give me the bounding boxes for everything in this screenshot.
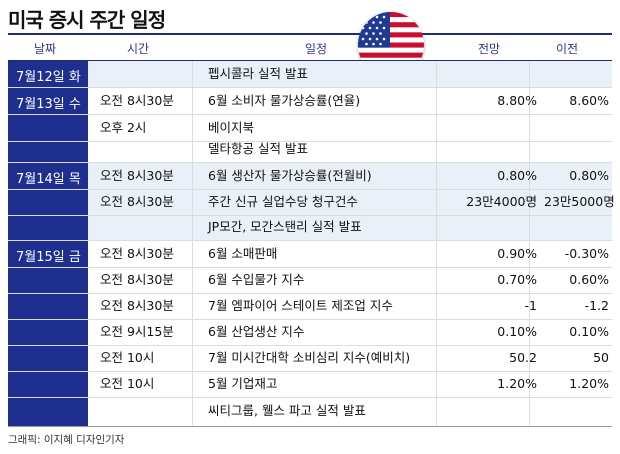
header-previous: 이전: [556, 42, 579, 56]
cell-event: 6월 소비자 물가상승률(연율): [208, 93, 361, 108]
cell-event: 펩시콜라 실적 발표: [208, 66, 308, 81]
row-shade: [88, 163, 612, 241]
cell-time: 오전 8시30분: [100, 246, 174, 261]
cell-event: 씨티그룹, 웰스 파고 실적 발표: [208, 403, 366, 418]
date-label: 7월13일 수: [16, 97, 81, 112]
table-row: 오전 8시30분 7월 엠파이어 스테이트 제조업 지수 -1 -1.2: [8, 293, 612, 320]
cell-forecast: -1: [524, 298, 537, 313]
row-shade: [88, 61, 612, 88]
cell-time: 오전 8시30분: [100, 272, 174, 287]
date-label: 7월15일 금: [16, 250, 81, 265]
cell-time: 오전 8시30분: [100, 298, 174, 313]
table-row: 오후 2시 베이지북: [8, 115, 612, 142]
cell-previous: 1.20%: [569, 376, 609, 391]
header-date: 날짜: [34, 42, 57, 56]
table-row: 오전 8시30분 6월 소매판매 0.90% -0.30%: [8, 241, 612, 268]
table-row: JP모간, 모간스탠리 실적 발표: [8, 214, 612, 241]
cell-previous: -0.30%: [564, 246, 609, 261]
column-divider: [436, 61, 437, 427]
cell-forecast: 0.90%: [497, 246, 537, 261]
table-row: 델타항공 실적 발표: [8, 136, 612, 163]
table-row: 펩시콜라 실적 발표: [8, 61, 612, 88]
date-block: 7월13일 수: [8, 88, 88, 163]
table-row: 오전 8시30분 주간 신규 실업수당 청구건수 23만4000명 23만500…: [8, 189, 615, 216]
cell-time: 오전 8시30분: [100, 168, 174, 183]
cell-forecast: 50.2: [509, 350, 537, 365]
table-row: 오전 9시15분 6월 산업생산 지수 0.10% 0.10%: [8, 319, 612, 346]
cell-previous: [544, 398, 609, 424]
cell-event: 베이지북: [208, 120, 255, 135]
cell-forecast: [464, 136, 537, 162]
table-row: 오전 10시 7월 미시간대학 소비심리 지수(예비치) 50.2 50: [8, 345, 612, 372]
header-event: 일정: [305, 42, 328, 56]
table-row: 오전 10시 5월 기업재고 1.20% 1.20%: [8, 371, 612, 398]
column-divider: [192, 61, 193, 427]
cell-forecast: 1.20%: [497, 376, 537, 391]
cell-event: 7월 엠파이어 스테이트 제조업 지수: [208, 298, 393, 313]
column-divider: [529, 61, 530, 427]
cell-time: 오후 2시: [100, 120, 147, 135]
date-label: 7월12일 화: [16, 70, 81, 85]
cell-event: JP모간, 모간스탠리 실적 발표: [208, 219, 362, 234]
table-row: 오전 8시30분 6월 수입물가 지수 0.70% 0.60%: [8, 267, 612, 294]
table-header: 날짜 시간 일정 전망 이전: [8, 36, 612, 60]
cell-event: 델타항공 실적 발표: [208, 141, 308, 156]
header-forecast: 전망: [478, 42, 501, 56]
date-block: 7월14일 목: [8, 163, 88, 241]
cell-time: 오전 8시30분: [100, 194, 174, 209]
header-divider: [8, 60, 612, 61]
cell-forecast: 0.10%: [497, 324, 537, 339]
cell-previous: 8.60%: [569, 93, 609, 108]
cell-previous: [544, 214, 609, 240]
cell-event: 6월 생산자 물가상승률(전월비): [208, 168, 372, 183]
cell-time: [96, 136, 200, 162]
cell-forecast: 8.80%: [497, 93, 537, 108]
header-time: 시간: [127, 42, 150, 56]
cell-previous: 0.60%: [569, 272, 609, 287]
cell-previous: -1.2: [584, 298, 609, 313]
cell-previous: 0.80%: [569, 168, 609, 183]
page-title: 미국 증시 주간 일정: [8, 8, 166, 32]
date-block: 7월15일 금: [8, 241, 88, 427]
cell-event: 7월 미시간대학 소비심리 지수(예비치): [208, 350, 411, 365]
cell-previous: 50: [593, 350, 609, 365]
title-divider: [8, 33, 612, 35]
cell-event: 6월 소매판매: [208, 246, 278, 261]
cell-forecast: 0.70%: [497, 272, 537, 287]
credit-text: 그래픽: 이지혜 디자인기자: [8, 434, 125, 446]
cell-time: [96, 398, 200, 424]
cell-previous: 0.10%: [569, 324, 609, 339]
cell-forecast: [464, 214, 537, 240]
cell-previous: 23만5000명: [544, 194, 615, 209]
cell-previous: [544, 136, 609, 162]
cell-time: [96, 61, 200, 87]
cell-time: 오전 8시30분: [100, 93, 174, 108]
cell-event: 6월 산업생산 지수: [208, 324, 305, 339]
cell-forecast: [464, 398, 537, 424]
cell-previous: [544, 61, 609, 87]
table-row: 오전 8시30분 6월 소비자 물가상승률(연율) 8.80% 8.60%: [8, 88, 612, 115]
cell-time: 오전 10시: [100, 376, 155, 391]
cell-time: 오전 9시15분: [100, 324, 174, 339]
cell-event: 5월 기업재고: [208, 376, 278, 391]
cell-event: 주간 신규 실업수당 청구건수: [208, 194, 358, 209]
date-block: 7월12일 화: [8, 61, 88, 88]
cell-forecast: 23만4000명: [466, 194, 537, 209]
date-label: 7월14일 목: [16, 172, 81, 187]
cell-forecast: 0.80%: [497, 168, 537, 183]
cell-forecast: [464, 61, 537, 87]
cell-event: 6월 수입물가 지수: [208, 272, 305, 287]
table-row: 씨티그룹, 웰스 파고 실적 발표: [8, 398, 612, 424]
table-row: 오전 8시30분 6월 생산자 물가상승률(전월비) 0.80% 0.80%: [8, 163, 612, 190]
cell-time: [96, 214, 200, 240]
bottom-divider: [8, 426, 612, 427]
cell-time: 오전 10시: [100, 350, 155, 365]
